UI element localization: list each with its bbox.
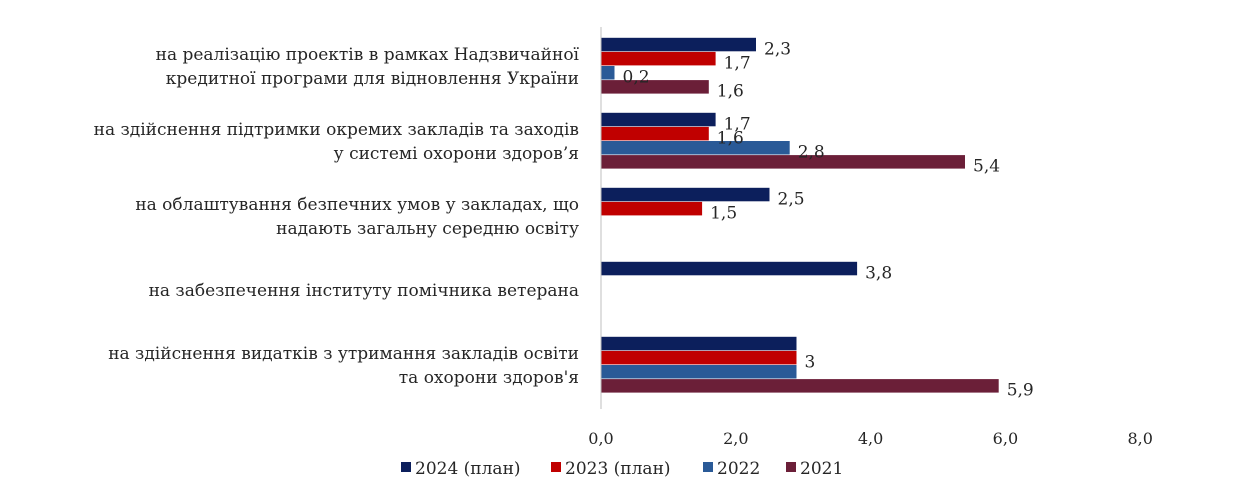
data-label: 1,6 (717, 128, 744, 148)
data-label: 5,4 (973, 157, 1000, 177)
data-label: 0,2 (623, 68, 650, 88)
legend-label: 2022 (717, 459, 760, 479)
bar (601, 126, 709, 141)
data-label: 1,7 (724, 114, 751, 134)
category-label: на забезпечення інституту помічника вете… (149, 281, 579, 301)
legend-swatch (786, 462, 796, 472)
legend-label: 2021 (800, 459, 843, 479)
data-label: 1,6 (717, 82, 744, 102)
x-tick-label: 8,0 (1127, 429, 1152, 448)
bar (601, 155, 965, 169)
data-label: 3 (805, 352, 816, 372)
legend-swatch (703, 462, 713, 472)
bars (601, 37, 999, 393)
bar (601, 336, 797, 351)
x-tick-label: 0,0 (588, 429, 613, 448)
legend-item: 2021 (786, 459, 843, 479)
bar (601, 80, 709, 94)
category-label: на реалізацію проектів в рамках Надзвича… (156, 45, 580, 89)
bar (601, 365, 797, 379)
category-label: на здійснення підтримки окремих закладів… (94, 120, 579, 164)
bar (601, 51, 716, 66)
legend-label: 2024 (план) (415, 459, 521, 479)
data-label: 2,3 (764, 39, 791, 59)
x-tick-label: 4,0 (858, 429, 883, 448)
bar (601, 187, 770, 202)
x-tick-labels: 0,0 2,0 4,0 6,0 8,0 (588, 429, 1153, 448)
data-label: 3,8 (865, 263, 892, 283)
bar (601, 66, 615, 80)
bar (601, 37, 756, 52)
data-label: 2,8 (798, 143, 825, 163)
bar (601, 201, 703, 216)
legend: 2024 (план) 2023 (план) 2022 2021 (401, 459, 843, 479)
legend-item: 2022 (703, 459, 760, 479)
bar (601, 379, 999, 393)
x-tick-label: 6,0 (993, 429, 1018, 448)
legend-label: 2023 (план) (565, 459, 671, 479)
category-label: на облаштування безпечних умов у заклада… (135, 195, 579, 239)
data-label: 5,9 (1007, 381, 1034, 401)
x-tick-label: 2,0 (723, 429, 748, 448)
data-labels: 2,31,70,21,61,71,62,85,42,51,53,835,9 (623, 39, 1034, 400)
legend-item: 2023 (план) (551, 459, 671, 479)
category-labels: на реалізацію проектів в рамках Надзвича… (94, 45, 580, 388)
category-label: на здійснення видатків з утримання закла… (108, 344, 579, 388)
legend-item: 2024 (план) (401, 459, 521, 479)
bar (601, 112, 716, 127)
legend-swatch (551, 462, 561, 472)
data-label: 1,5 (710, 203, 737, 223)
bar (601, 261, 858, 276)
data-label: 2,5 (778, 189, 805, 209)
bar (601, 141, 790, 155)
data-label: 1,7 (724, 53, 751, 73)
bar (601, 350, 797, 365)
legend-swatch (401, 462, 411, 472)
